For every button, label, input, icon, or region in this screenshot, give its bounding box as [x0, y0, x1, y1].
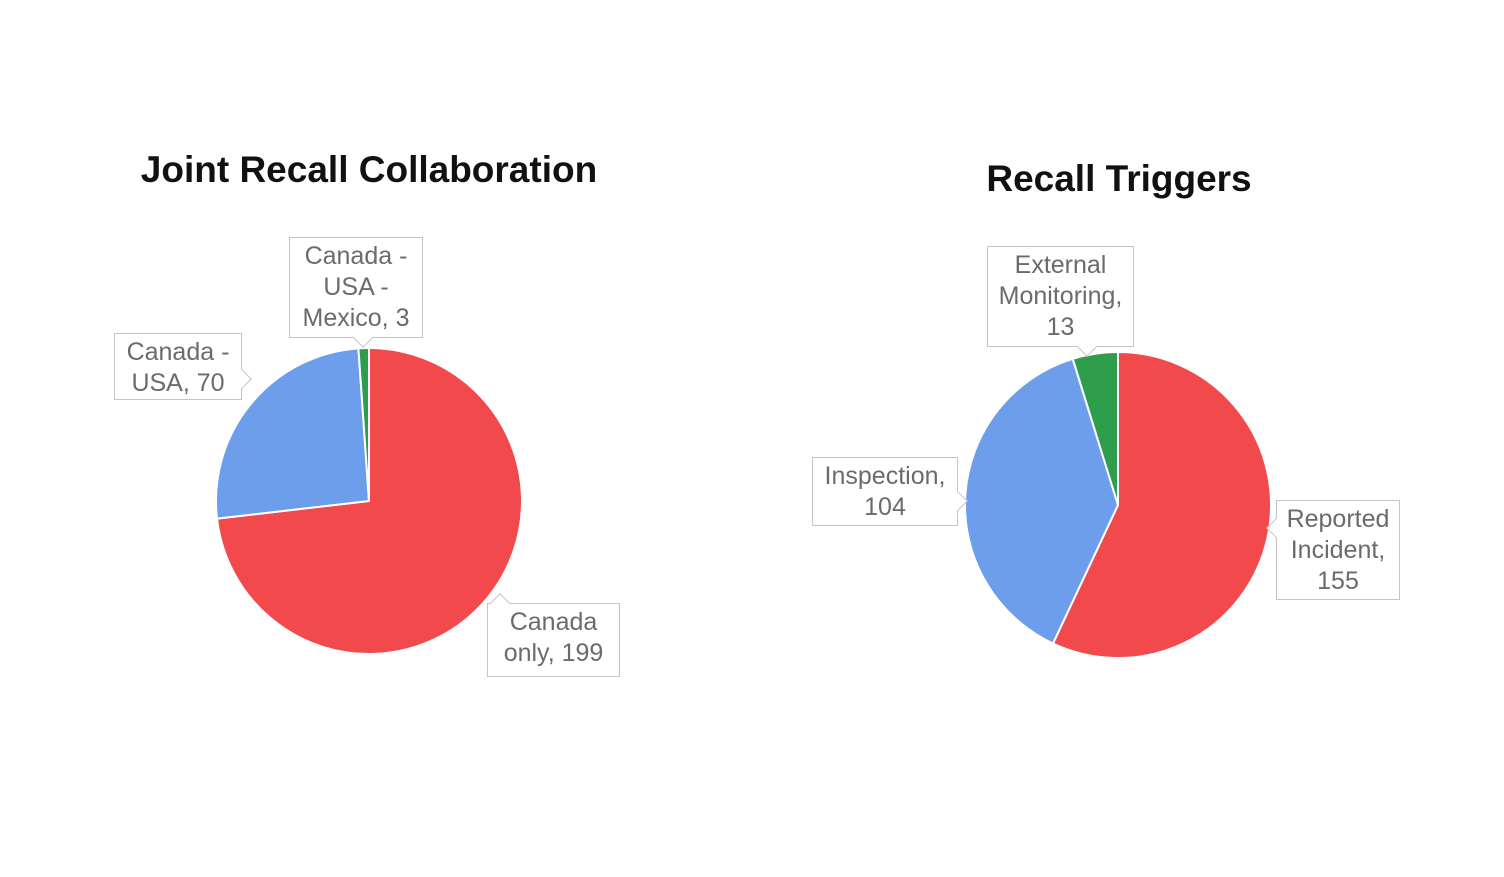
callout-line: Canada -	[126, 338, 230, 366]
callout-line: Inspection,	[824, 462, 946, 490]
callout-canada-usa: Canada - USA, 70	[114, 333, 252, 400]
callout-line: only, 199	[503, 639, 604, 667]
pie-chart-joint-recall	[215, 347, 523, 655]
pie-slice-canada-usa	[215, 347, 370, 520]
chart-title-recall-triggers: Recall Triggers	[986, 158, 1252, 199]
pie-slice-inspection	[964, 357, 1119, 645]
pie-slice-reported-incident	[1051, 351, 1272, 659]
callout-line: Incident,	[1290, 536, 1386, 564]
callout-external-monitoring: External Monitoring, 13	[987, 246, 1134, 357]
callout-line: USA -	[323, 273, 389, 301]
callout-line: Monitoring,	[998, 282, 1123, 310]
callout-line: Canada	[509, 608, 598, 636]
chart-title-joint-recall: Joint Recall Collaboration	[140, 149, 598, 190]
callout-line: Mexico, 3	[302, 304, 410, 332]
callout-line: USA, 70	[131, 369, 225, 397]
callout-reported-incident: Reported Incident, 155	[1266, 500, 1400, 600]
callout-line: Canada -	[304, 242, 408, 270]
pie-slice-canada-usa-mexico	[357, 347, 370, 502]
callout-line: 13	[1046, 313, 1075, 341]
callout-line: Reported	[1286, 505, 1390, 533]
callout-canada-usa-mexico: Canada - USA - Mexico, 3	[289, 237, 423, 348]
callout-line: 155	[1317, 567, 1359, 595]
pie-chart-recall-triggers	[964, 351, 1272, 659]
pie-slice-external-monitoring	[1071, 351, 1119, 506]
callout-line: External	[1014, 251, 1107, 279]
callout-canada-only: Canada only, 199	[487, 593, 620, 677]
callout-inspection: Inspection, 104	[812, 457, 968, 526]
callout-line: 104	[864, 493, 906, 521]
